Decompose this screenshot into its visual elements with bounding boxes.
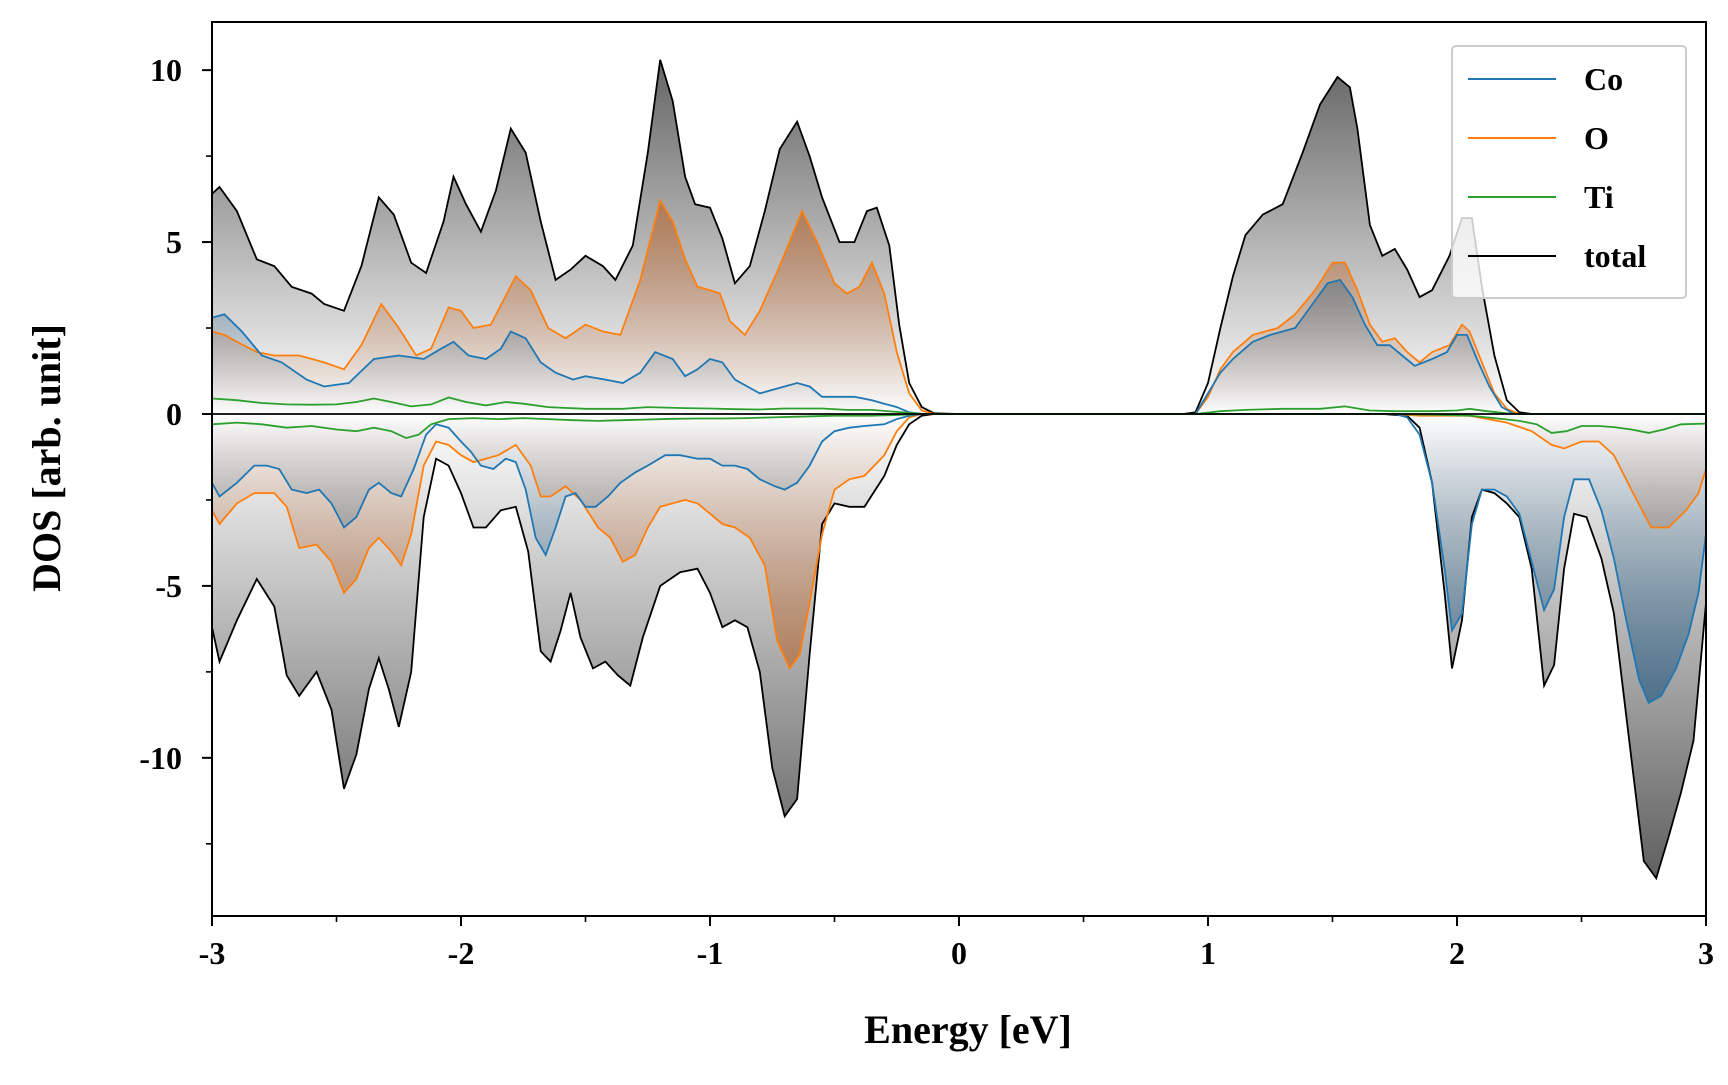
- plot-area: [212, 59, 1706, 881]
- series-ti-down-line: [212, 413, 1706, 440]
- x-tick-label: -2: [448, 935, 475, 971]
- x-axis-title: Energy [eV]: [864, 1007, 1072, 1052]
- series-o-down-line: [212, 413, 1706, 671]
- y-tick-label: 0: [166, 396, 182, 432]
- series-total-up-line: [212, 59, 1706, 415]
- x-tick-label: -1: [697, 935, 724, 971]
- series-co-up-fill: [212, 279, 1706, 414]
- y-tick-label: -10: [139, 740, 182, 776]
- x-tick-label: 3: [1698, 935, 1714, 971]
- y-tick-label: 10: [150, 52, 182, 88]
- series-co-down-line: [212, 413, 1706, 705]
- legend-label-total: total: [1584, 238, 1646, 274]
- legend-box: [1451, 45, 1687, 299]
- y-tick-label: 5: [166, 224, 182, 260]
- x-tick-label: 1: [1200, 935, 1216, 971]
- series-co-down-fill: [212, 414, 1706, 703]
- series-total-down-fill: [212, 414, 1706, 879]
- series-ti-up-line: [212, 396, 1706, 415]
- x-tick-label: -3: [199, 935, 226, 971]
- x-tick-label: 2: [1449, 935, 1465, 971]
- series-co-up-line: [212, 278, 1706, 415]
- legend-label-co: Co: [1584, 61, 1623, 97]
- series-o-up-line: [212, 198, 1706, 415]
- legend-label-ti: Ti: [1584, 179, 1614, 215]
- legend-label-o: O: [1584, 120, 1609, 156]
- x-tick-label: 0: [951, 935, 967, 971]
- y-tick-label: -5: [155, 568, 182, 604]
- y-axis-title: DOS [arb. unit]: [24, 324, 69, 592]
- legend: Co O Ti total: [1451, 45, 1687, 299]
- series-total-down-line: [212, 413, 1706, 881]
